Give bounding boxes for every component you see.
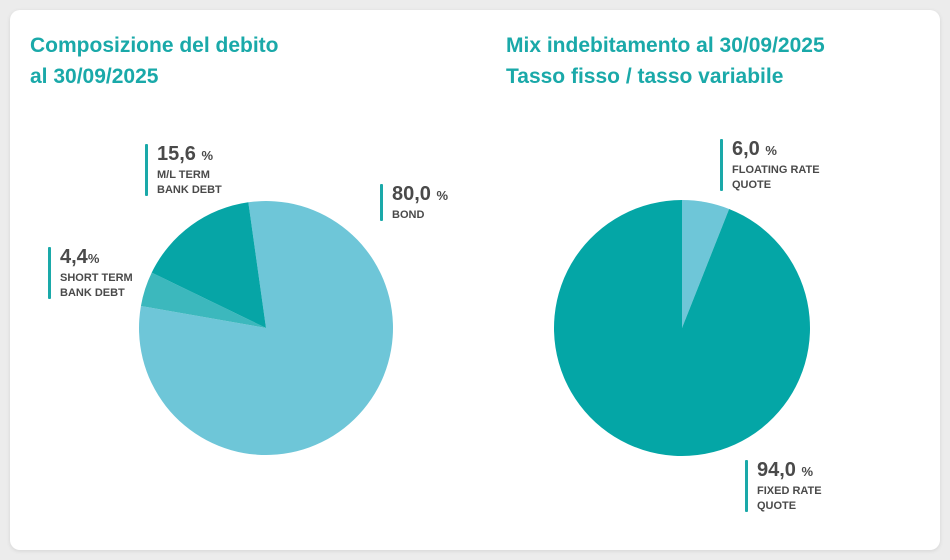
chart-title-rate-mix: Mix indebitamento al 30/09/2025 Tasso fi…	[506, 30, 825, 92]
slice-value: 4,4%	[60, 246, 100, 268]
slice-label: M/L TERM	[157, 169, 210, 181]
slice-label: QUOTE	[757, 500, 797, 512]
pie-slice-ml-term-bank-debt	[151, 202, 266, 328]
label-floating-rate-quote: 6,0 % FLOATING RATE QUOTE	[720, 137, 820, 193]
label-ml-term-bank-debt: 15,6 % M/L TERM BANK DEBT	[145, 142, 222, 198]
pie-slice-floating-rate-quote	[682, 200, 730, 328]
slice-value: 6,0 %	[732, 138, 777, 160]
slice-value: 15,6 %	[157, 143, 214, 165]
slice-label: FIXED RATE	[757, 485, 822, 497]
title-line: Tasso fisso / tasso variabile	[506, 65, 784, 88]
label-bond: 80,0 % BOND	[380, 182, 448, 223]
chart-title-debt-composition: Composizione del debito al 30/09/2025	[30, 30, 279, 92]
slice-value: 80,0 %	[392, 183, 449, 205]
label-marker	[720, 139, 723, 191]
label-marker	[745, 460, 748, 512]
pie-slice-bond	[139, 201, 394, 456]
label-fixed-rate-quote: 94,0 % FIXED RATE QUOTE	[745, 458, 822, 514]
title-line: Composizione del debito	[30, 34, 279, 57]
pie-slice-short-term-bank-debt	[140, 272, 266, 328]
slice-label: BOND	[392, 209, 425, 221]
slice-label: BANK DEBT	[60, 287, 125, 299]
slice-label: BANK DEBT	[157, 184, 222, 196]
pie-slice-fixed-rate-quote	[553, 200, 810, 456]
slice-label: FLOATING RATE	[732, 164, 820, 176]
slice-value: 94,0 %	[757, 459, 814, 481]
label-marker	[48, 247, 51, 299]
title-line: Mix indebitamento al 30/09/2025	[506, 34, 825, 57]
slice-label: QUOTE	[732, 179, 772, 191]
slice-label: SHORT TERM	[60, 272, 133, 284]
label-marker	[145, 144, 148, 196]
title-line: al 30/09/2025	[30, 65, 159, 88]
label-marker	[380, 184, 383, 221]
label-short-term-bank-debt: 4,4% SHORT TERM BANK DEBT	[48, 245, 133, 301]
